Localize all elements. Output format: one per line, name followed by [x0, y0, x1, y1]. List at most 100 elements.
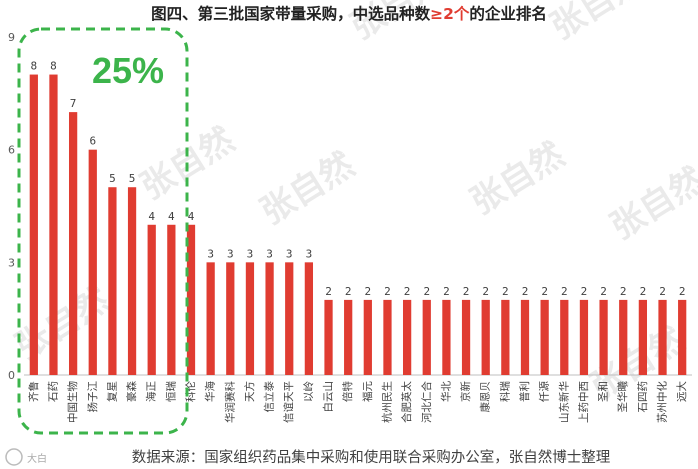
value-label-1: 8	[50, 60, 57, 73]
value-label-11: 3	[247, 247, 254, 260]
highlight-box	[17, 27, 189, 435]
bar-9	[206, 262, 215, 375]
bar-27	[560, 299, 569, 375]
category-label-13: 信谊天平	[282, 381, 295, 423]
value-label-20: 2	[423, 285, 430, 298]
value-label-19: 2	[404, 285, 411, 298]
annotation-label: 25%	[92, 50, 164, 91]
logo: 大白	[5, 448, 47, 466]
value-label-22: 2	[463, 285, 470, 298]
category-label-5: 豪森	[125, 381, 138, 402]
bar-13	[285, 262, 294, 375]
watermark-5: 张自然	[604, 160, 698, 248]
category-label-2: 中国生物	[66, 381, 79, 423]
title-part-0: 图四、第三批国家带量采购，中选品种数	[151, 4, 431, 23]
bar-24	[501, 299, 510, 375]
value-label-2: 7	[70, 97, 77, 110]
category-label-30: 圣华曦	[616, 381, 629, 413]
value-label-27: 2	[561, 285, 568, 298]
bar-1	[49, 74, 58, 376]
category-label-6: 海正	[145, 381, 158, 402]
y-tick-6: 6	[8, 144, 15, 157]
value-label-25: 2	[522, 285, 529, 298]
value-label-12: 3	[266, 247, 273, 260]
value-label-23: 2	[482, 285, 489, 298]
bar-28	[579, 299, 589, 375]
bar-26	[540, 299, 549, 375]
bar-31	[638, 299, 648, 375]
bar-16	[344, 299, 353, 375]
bar-20	[422, 299, 431, 375]
value-label-15: 2	[325, 285, 332, 298]
value-label-26: 2	[541, 285, 548, 298]
category-label-21: 华北	[439, 381, 452, 402]
category-label-0: 齐鲁	[27, 381, 40, 402]
category-label-29: 圣和	[598, 381, 610, 402]
bar-6	[147, 224, 156, 375]
bar-14	[304, 262, 314, 375]
value-label-32: 2	[659, 285, 666, 298]
category-label-28: 上药中西	[577, 381, 590, 423]
bar-22	[461, 299, 471, 375]
category-label-24: 科瑞	[498, 381, 511, 402]
bar-25	[520, 299, 530, 375]
category-label-11: 天方	[243, 381, 256, 402]
watermark-3: 张自然	[254, 145, 362, 233]
value-label-8: 4	[188, 210, 195, 223]
watermark-1: 张自然	[544, 0, 652, 48]
value-label-30: 2	[620, 285, 627, 298]
bar-12	[265, 262, 274, 375]
bar-3	[88, 149, 97, 375]
bar-5	[127, 187, 137, 375]
bar-8	[186, 224, 196, 375]
logo-text: 大白	[27, 452, 47, 465]
category-label-19: 合肥英太	[400, 381, 413, 423]
source-note: 数据来源：国家组织药品集中采购和使用联合采购办公室，张自然博士整理	[132, 449, 611, 466]
value-label-9: 3	[207, 247, 214, 260]
title-part-2: 的企业排名	[469, 4, 547, 23]
y-axis-ticks: 0 3 6 9	[8, 31, 15, 382]
category-label-18: 杭州民生	[380, 381, 393, 423]
category-labels: 齐鲁 石药 中国生物 扬子江 复星 豪森 海正 恒瑞 科伦 华海 华润赛科 天方 信立泰 信谊天平 以岭 白云…	[27, 381, 688, 423]
chart-title: 图四、第三批国家带量采购，中选品种数≥2个的企业排名	[151, 4, 547, 23]
value-label-21: 2	[443, 285, 450, 298]
bar-21	[442, 299, 451, 375]
value-label-33: 2	[679, 285, 686, 298]
bar-0	[29, 74, 38, 376]
category-label-7: 恒瑞	[164, 381, 177, 402]
value-label-0: 8	[31, 60, 38, 73]
bar-32	[658, 299, 667, 375]
bar-30	[619, 299, 628, 375]
value-label-10: 3	[227, 247, 234, 260]
bar-33	[678, 299, 687, 375]
bar-7	[167, 224, 176, 375]
bar-4	[108, 187, 117, 375]
bar-23	[481, 299, 490, 375]
y-tick-9: 9	[8, 31, 15, 44]
category-label-22: 京新	[459, 381, 472, 402]
category-label-25: 普利	[518, 381, 531, 402]
bar-11	[245, 262, 255, 375]
bar-17	[363, 299, 372, 375]
title-part-1: ≥2个	[430, 5, 470, 23]
category-label-32: 苏州中化	[656, 381, 669, 423]
value-label-31: 2	[640, 285, 647, 298]
category-label-20: 河北仁合	[420, 381, 433, 423]
y-tick-3: 3	[8, 256, 15, 269]
value-label-18: 2	[384, 285, 391, 298]
category-label-15: 白云山	[322, 381, 335, 413]
value-label-4: 5	[109, 172, 116, 185]
value-label-14: 3	[306, 247, 313, 260]
category-label-33: 远大	[675, 381, 688, 402]
category-label-4: 复星	[105, 381, 118, 402]
value-label-24: 2	[502, 285, 509, 298]
category-label-16: 倍特	[341, 381, 354, 402]
category-label-3: 扬子江	[86, 381, 99, 413]
bar-29	[599, 299, 608, 375]
watermark-6: 张自然	[9, 280, 117, 368]
bar-19	[402, 299, 412, 375]
value-label-7: 4	[168, 210, 175, 223]
category-label-31: 石四药	[637, 381, 649, 413]
